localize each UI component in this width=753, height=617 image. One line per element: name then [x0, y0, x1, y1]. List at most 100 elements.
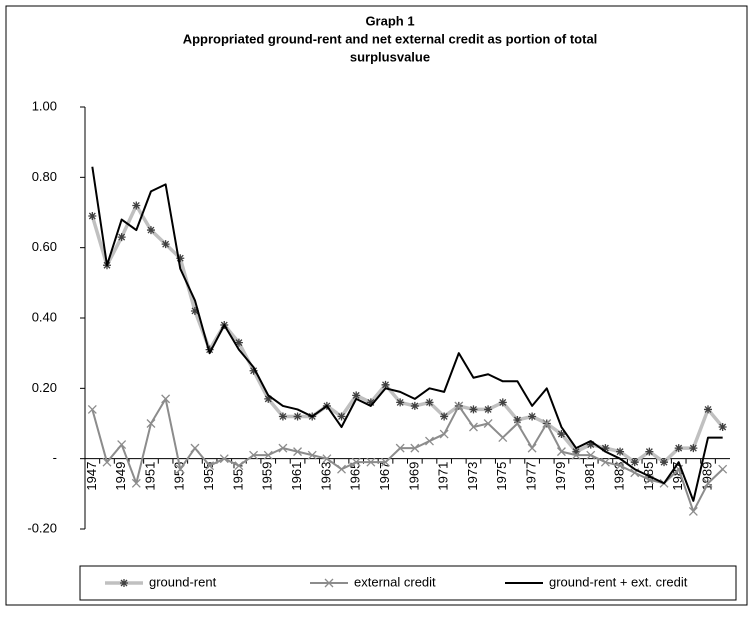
- data-point: [718, 464, 728, 474]
- x-tick-label: 1973: [465, 462, 480, 491]
- x-tick-label: 1959: [260, 462, 275, 491]
- x-tick-label: 1969: [406, 462, 421, 491]
- data-point: [674, 444, 683, 453]
- data-point: [87, 404, 97, 414]
- data-point: [249, 366, 258, 375]
- y-tick-label: 0.20: [32, 380, 57, 395]
- data-point: [718, 423, 727, 432]
- data-point: [454, 401, 464, 411]
- data-point: [512, 419, 522, 428]
- data-point: [688, 506, 698, 516]
- x-tick-label: 1947: [84, 462, 99, 491]
- y-tick-label: 1.00: [32, 98, 57, 113]
- data-point: [337, 412, 346, 421]
- x-tick-label: 1951: [142, 462, 157, 491]
- data-point: [278, 412, 287, 421]
- x-tick-label: 1979: [553, 462, 568, 491]
- data-point: [440, 412, 449, 421]
- data-point: [483, 419, 493, 428]
- data-point: [381, 457, 390, 467]
- legend-label: ground-rent + ext. credit: [549, 574, 688, 589]
- data-point: [556, 447, 566, 457]
- legend-marker: [324, 578, 334, 588]
- data-point: [337, 464, 346, 474]
- data-point: [131, 478, 141, 488]
- data-point: [498, 433, 508, 443]
- data-point: [527, 443, 537, 453]
- data-point: [425, 436, 434, 446]
- legend-marker: [120, 579, 128, 587]
- data-point: [264, 394, 273, 403]
- legend-box: [79, 565, 737, 601]
- data-point: [469, 405, 478, 414]
- data-point: [249, 450, 259, 460]
- x-tick-label: 1963: [318, 462, 333, 491]
- data-point: [586, 450, 596, 460]
- data-point: [484, 405, 493, 414]
- series-line: [91, 166, 723, 502]
- data-point: [205, 461, 215, 471]
- data-point: [351, 457, 361, 467]
- x-tick-label: 1977: [524, 462, 539, 491]
- chart-border: [5, 5, 748, 606]
- data-point: [352, 391, 361, 400]
- y-tick-label: -0.20: [27, 520, 57, 535]
- x-tick-label: 1965: [348, 462, 363, 491]
- data-point: [88, 212, 97, 221]
- legend-label: external credit: [354, 574, 436, 589]
- x-tick-label: 1971: [436, 462, 451, 491]
- y-tick-label: 0.40: [32, 309, 57, 324]
- data-point: [600, 457, 610, 467]
- data-point: [381, 380, 390, 389]
- data-point: [176, 254, 185, 263]
- data-point: [439, 429, 449, 439]
- data-point: [322, 454, 332, 464]
- data-point: [660, 458, 669, 467]
- data-point: [234, 338, 243, 347]
- x-tick-label: 1949: [113, 462, 128, 491]
- data-point: [175, 464, 185, 474]
- data-point: [528, 412, 537, 421]
- x-tick-label: 1981: [582, 462, 597, 491]
- y-tick-label: 0.60: [32, 239, 57, 254]
- data-point: [469, 422, 478, 432]
- data-point: [366, 457, 376, 467]
- data-point: [190, 306, 199, 315]
- x-tick-label: 1967: [377, 462, 392, 491]
- data-point: [234, 461, 244, 471]
- data-point: [190, 443, 200, 453]
- chart-subtitle: Appropriated ground-rent and net externa…: [183, 31, 598, 46]
- data-point: [307, 450, 317, 460]
- data-point: [410, 401, 419, 410]
- data-point: [146, 419, 156, 428]
- legend-label: ground-rent: [149, 574, 217, 589]
- chart-subtitle: surplusvalue: [350, 49, 430, 64]
- data-point: [395, 443, 405, 453]
- data-point: [366, 398, 375, 407]
- data-point: [645, 447, 654, 456]
- x-tick-label: 1961: [289, 462, 304, 491]
- data-point: [396, 398, 405, 407]
- data-point: [616, 447, 625, 456]
- data-point: [542, 419, 552, 428]
- data-point: [161, 394, 171, 404]
- data-point: [410, 443, 420, 453]
- data-point: [498, 398, 507, 407]
- chart-title: Graph 1: [365, 13, 414, 28]
- x-tick-label: 1975: [494, 462, 509, 491]
- data-point: [117, 233, 126, 242]
- x-tick-label: 1989: [699, 462, 714, 491]
- data-point: [557, 430, 566, 439]
- data-point: [601, 444, 610, 453]
- y-tick-label: -: [53, 450, 57, 465]
- data-point: [586, 440, 595, 449]
- data-point: [630, 458, 639, 467]
- data-point: [278, 443, 288, 453]
- data-point: [161, 240, 170, 249]
- data-point: [263, 450, 273, 460]
- data-point: [703, 478, 713, 488]
- data-point: [132, 201, 141, 210]
- data-point: [293, 412, 302, 421]
- data-point: [572, 447, 581, 456]
- data-point: [513, 415, 522, 424]
